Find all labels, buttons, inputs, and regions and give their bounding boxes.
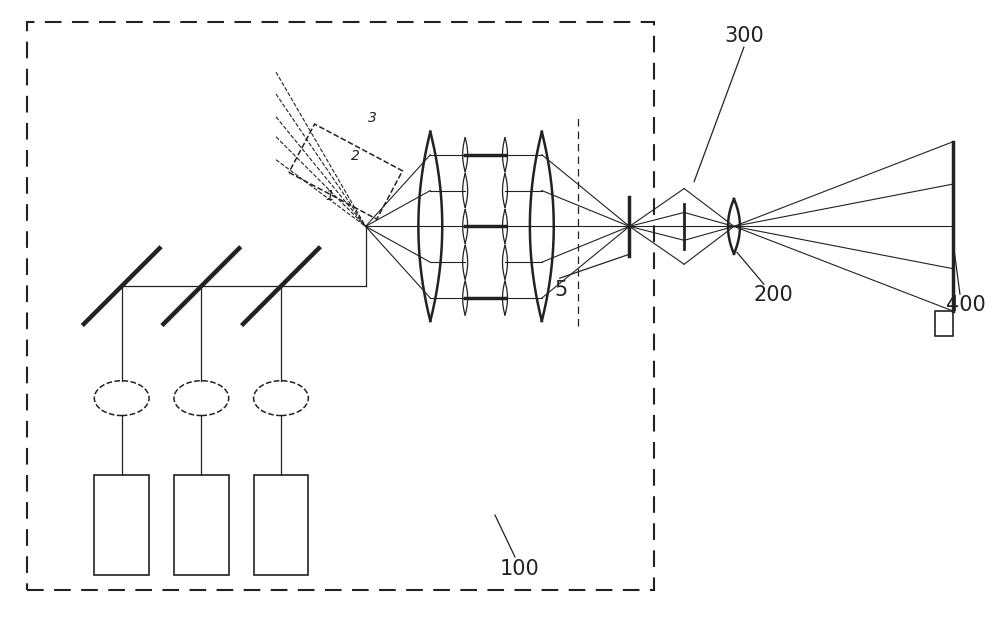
Ellipse shape — [94, 381, 149, 416]
FancyBboxPatch shape — [254, 475, 308, 575]
FancyBboxPatch shape — [94, 475, 149, 575]
Text: 400: 400 — [946, 295, 986, 315]
Ellipse shape — [174, 381, 229, 416]
Text: 2: 2 — [351, 149, 360, 163]
Text: 100: 100 — [500, 559, 540, 579]
FancyBboxPatch shape — [174, 475, 229, 575]
Text: 300: 300 — [724, 26, 764, 46]
Text: 200: 200 — [754, 285, 794, 305]
FancyBboxPatch shape — [935, 311, 953, 336]
Text: 3: 3 — [368, 111, 376, 125]
Ellipse shape — [254, 381, 308, 416]
Text: 5: 5 — [555, 280, 568, 300]
Text: 1: 1 — [326, 188, 335, 202]
